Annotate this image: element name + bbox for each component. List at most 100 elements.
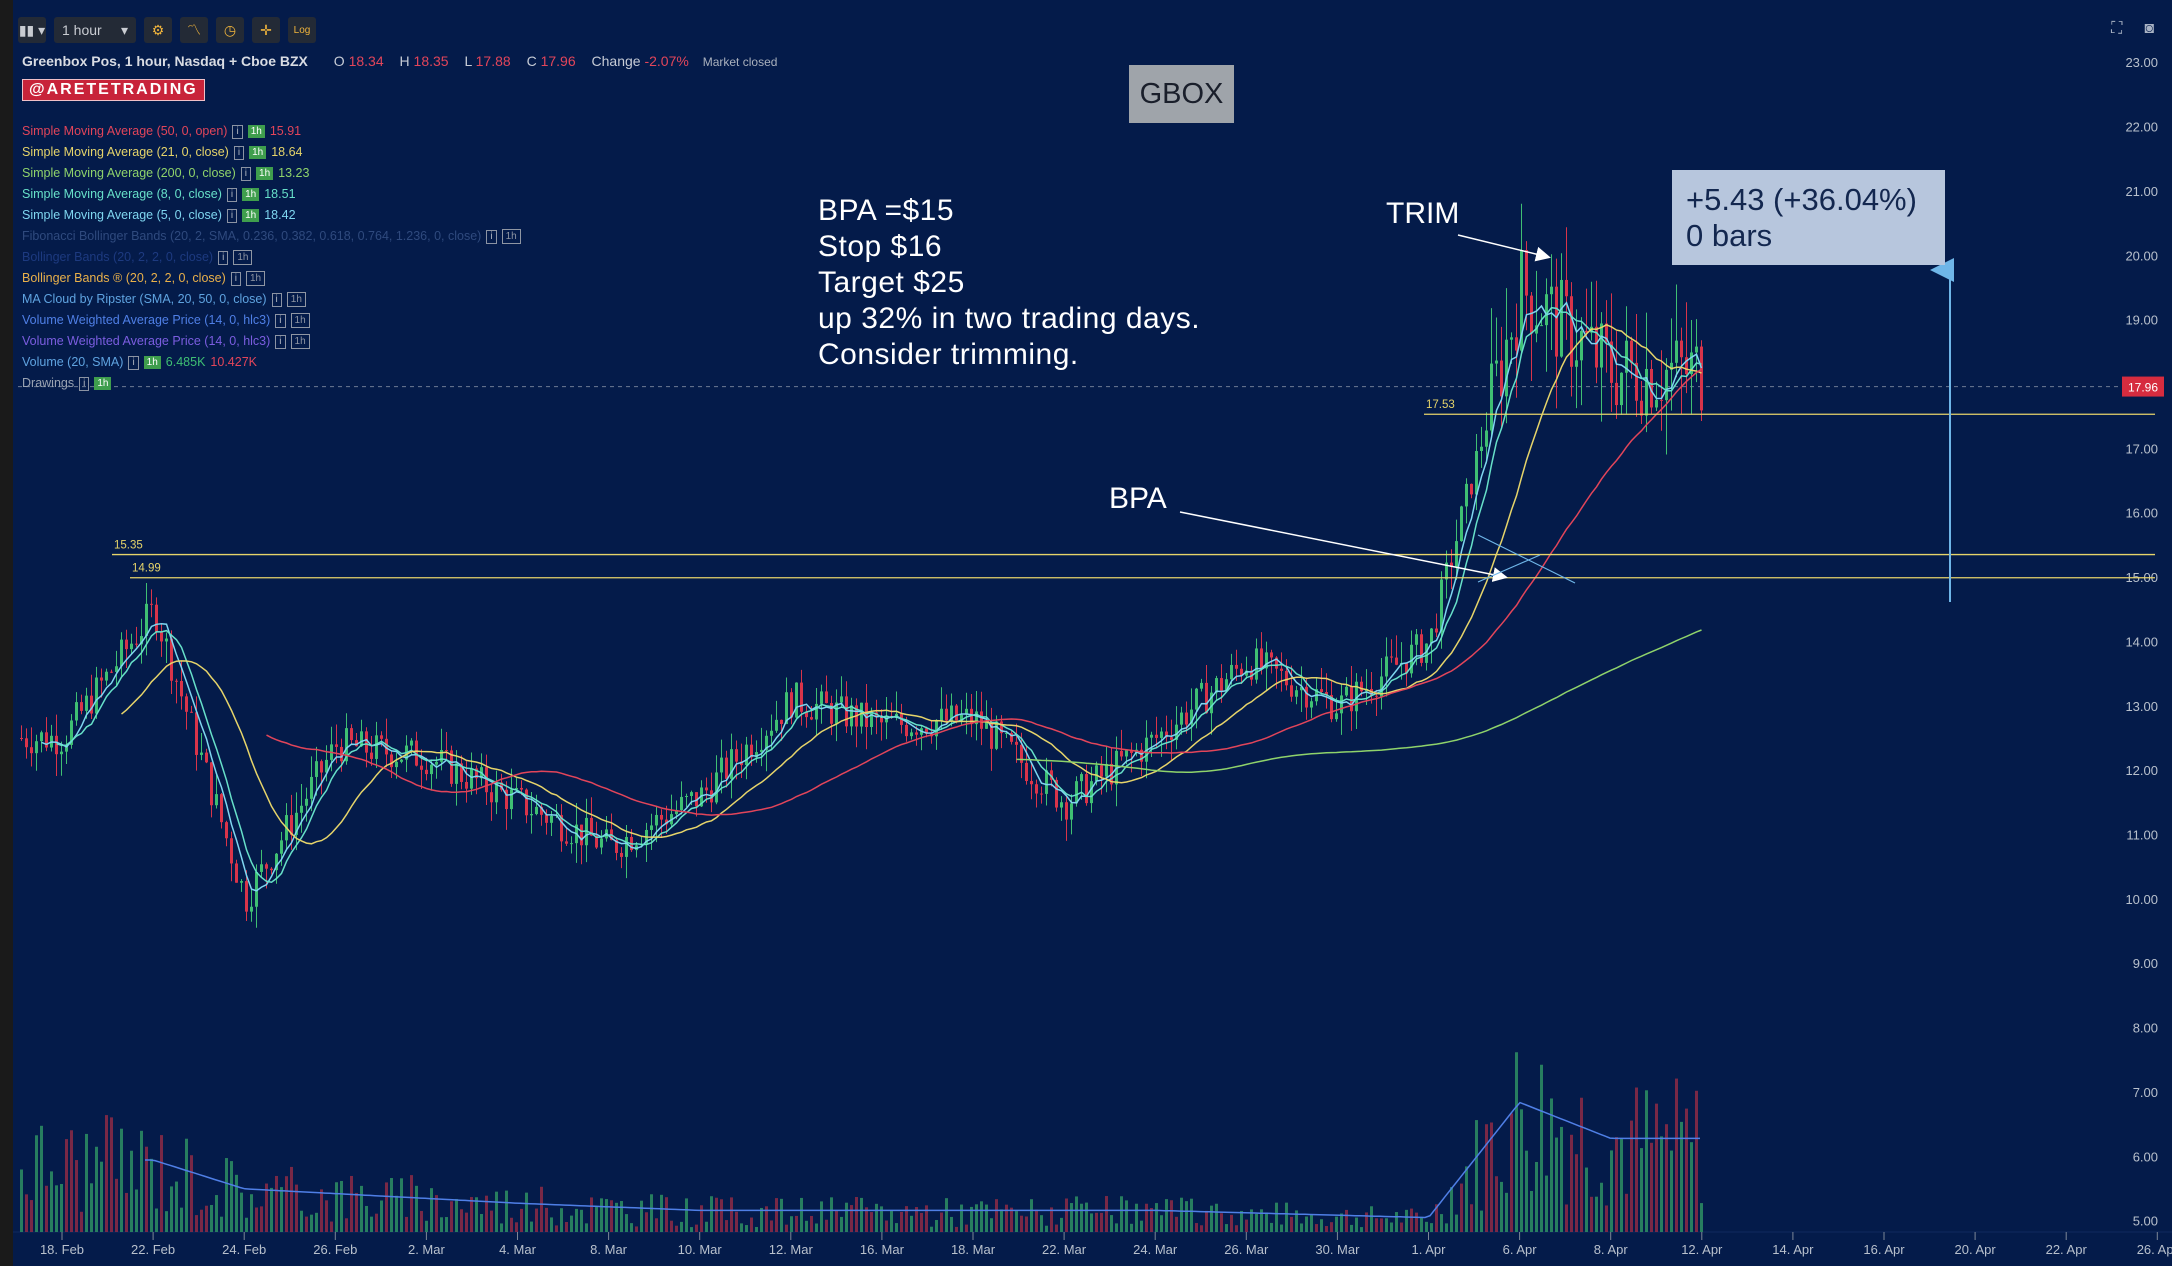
candle-body bbox=[945, 708, 948, 721]
volume-bar bbox=[1265, 1212, 1268, 1232]
chart-style-button[interactable]: ▮▮ ▾ bbox=[18, 17, 46, 43]
volume-bar bbox=[650, 1194, 653, 1232]
x-tick-label: 24. Mar bbox=[1133, 1242, 1178, 1257]
log-scale-button[interactable]: Log bbox=[288, 17, 316, 43]
info-icon[interactable]: i bbox=[226, 187, 238, 202]
info-icon[interactable]: i bbox=[271, 292, 282, 307]
timeframe-badge: 1h bbox=[233, 250, 253, 265]
timeframe-badge: 1h bbox=[247, 125, 265, 138]
candle-body bbox=[290, 815, 293, 835]
volume-bar bbox=[20, 1169, 23, 1232]
info-icon[interactable]: i bbox=[79, 376, 90, 391]
volume-bar bbox=[1025, 1216, 1028, 1232]
volume-bar bbox=[485, 1195, 488, 1232]
volume-bar bbox=[540, 1186, 543, 1232]
candle-body bbox=[1255, 648, 1258, 680]
info-icon[interactable]: i bbox=[275, 313, 286, 328]
volume-bar bbox=[310, 1214, 313, 1232]
indicator-row[interactable]: Simple Moving Average (8, 0, close) i 1h 18… bbox=[22, 184, 521, 205]
timeframe-badge: 1h bbox=[246, 271, 266, 286]
bpa-arrow bbox=[1179, 511, 1508, 583]
trim-annotation[interactable]: TRIM bbox=[1386, 197, 1460, 230]
info-icon[interactable]: i bbox=[275, 334, 286, 349]
candle-body bbox=[75, 702, 78, 721]
indicator-row[interactable]: Simple Moving Average (21, 0, close) i 1h 1… bbox=[22, 142, 521, 163]
replay-button[interactable]: ◷ bbox=[216, 17, 244, 43]
indicator-row[interactable]: Fibonacci Bollinger Bands (20, 2, SMA, 0… bbox=[22, 226, 521, 247]
info-icon[interactable]: i bbox=[232, 124, 243, 139]
volume-bar bbox=[605, 1199, 608, 1232]
candle-body bbox=[345, 728, 348, 762]
moving-averages bbox=[41, 301, 1703, 892]
volume-bar bbox=[1280, 1224, 1283, 1232]
candle-body bbox=[1435, 628, 1438, 633]
market-status: Market closed bbox=[702, 55, 778, 69]
settings-button[interactable]: ⚙ bbox=[144, 17, 172, 43]
volume-bar bbox=[1205, 1210, 1208, 1232]
measure-change: +5.43 (+36.04%) bbox=[1686, 182, 1917, 217]
volume-bar bbox=[185, 1138, 188, 1232]
info-icon[interactable]: i bbox=[233, 145, 245, 160]
indicator-row[interactable]: Volume Weighted Average Price (14, 0, hl… bbox=[22, 331, 521, 352]
volume-bar bbox=[325, 1200, 328, 1232]
candle-body bbox=[1425, 643, 1428, 663]
candle-body bbox=[1420, 634, 1423, 663]
info-icon[interactable]: i bbox=[240, 166, 252, 181]
candle-body bbox=[795, 682, 798, 718]
volume-bar bbox=[595, 1206, 598, 1232]
candle-body bbox=[1585, 330, 1588, 333]
candle-body bbox=[1275, 657, 1278, 669]
info-icon[interactable]: i bbox=[128, 355, 139, 370]
candle-body bbox=[1460, 506, 1463, 542]
candle-body bbox=[155, 604, 158, 633]
indicator-row[interactable]: Volume (20, SMA) i 1h 6.485K 10.427K bbox=[22, 352, 521, 373]
info-icon[interactable]: i bbox=[230, 271, 241, 286]
indicator-row[interactable]: Simple Moving Average (50, 0, open) i 1h 15… bbox=[22, 121, 521, 142]
indicator-row[interactable]: MA Cloud by Ripster (SMA, 20, 50, 0, clo… bbox=[22, 289, 521, 310]
volume-bar bbox=[1390, 1222, 1393, 1232]
candle-body bbox=[410, 740, 413, 746]
candle-body bbox=[1560, 279, 1563, 357]
info-icon[interactable]: i bbox=[218, 250, 229, 265]
indicator-row[interactable]: Bollinger Bands ® (20, 2, 2, 0, close) i 1… bbox=[22, 268, 521, 289]
bpa-annotation[interactable]: BPA bbox=[1109, 482, 1167, 515]
candle-body bbox=[1645, 368, 1648, 416]
info-icon[interactable]: i bbox=[486, 229, 497, 244]
volume-bar bbox=[375, 1213, 378, 1232]
candle-body bbox=[520, 787, 523, 790]
indicators-button[interactable]: 〽 bbox=[180, 17, 208, 43]
candle-body bbox=[145, 603, 148, 637]
timeframe-select[interactable]: 1 hour ▾ bbox=[54, 17, 136, 43]
candle-body bbox=[985, 722, 988, 729]
candle-body bbox=[840, 696, 843, 703]
symbol-label-box[interactable]: GBOX bbox=[1129, 65, 1234, 123]
candle-body bbox=[1430, 628, 1433, 644]
x-tick-label: 24. Feb bbox=[222, 1242, 266, 1257]
candle-body bbox=[980, 711, 983, 729]
indicator-row[interactable]: Drawings i 1h bbox=[22, 373, 521, 394]
indicator-row[interactable]: Simple Moving Average (5, 0, close) i 1h 18… bbox=[22, 205, 521, 226]
candle-body bbox=[300, 805, 303, 813]
indicator-row[interactable]: Simple Moving Average (200, 0, close) i 1h… bbox=[22, 163, 521, 184]
trade-notes[interactable]: BPA =$15 Stop $16 Target $25 up 32% in t… bbox=[818, 193, 1200, 373]
camera-icon[interactable]: ◙ bbox=[2144, 20, 2154, 37]
volume-bar bbox=[1690, 1142, 1693, 1232]
fullscreen-icon[interactable]: ⛶ bbox=[2111, 20, 2123, 37]
volume-bar bbox=[1135, 1203, 1138, 1232]
candle-body bbox=[1300, 686, 1303, 691]
indicator-row[interactable]: Volume Weighted Average Price (14, 0, hl… bbox=[22, 310, 521, 331]
last-price-label: 17.96 bbox=[2128, 381, 2158, 395]
candle-body bbox=[1485, 430, 1488, 447]
price-range-measure[interactable]: +5.43 (+36.04%) 0 bars bbox=[1672, 170, 1945, 265]
volume-bar bbox=[720, 1199, 723, 1232]
crosshair-icon: ✛ bbox=[260, 21, 272, 38]
volume-bar bbox=[590, 1197, 593, 1232]
info-icon[interactable]: i bbox=[226, 208, 238, 223]
studies-icon: 〽 bbox=[187, 22, 201, 38]
indicator-row[interactable]: Bollinger Bands (20, 2, 2, 0, close) i 1h bbox=[22, 247, 521, 268]
candle-body bbox=[1550, 286, 1553, 295]
drawing-tools-button[interactable]: ✛ bbox=[252, 17, 280, 43]
y-tick-label: 20.00 bbox=[2125, 248, 2158, 263]
candle-body bbox=[770, 730, 773, 736]
